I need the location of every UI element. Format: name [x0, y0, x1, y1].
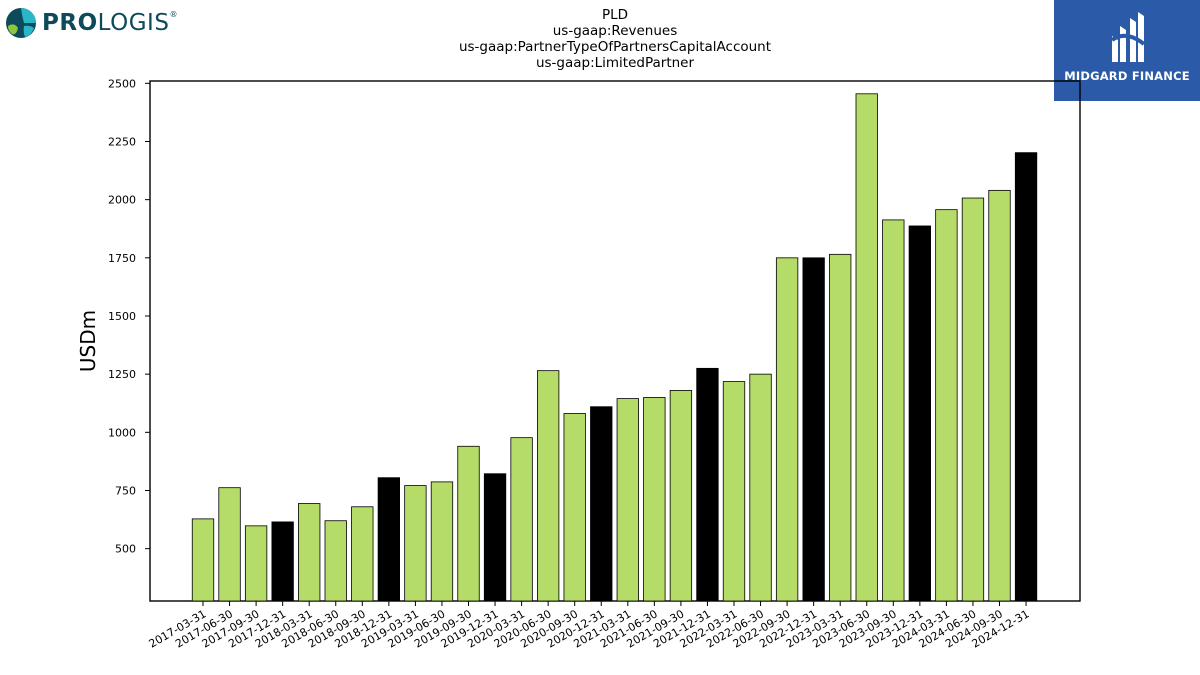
- y-axis-label: USDm: [76, 310, 100, 372]
- bar: [244, 525, 268, 602]
- midgard-finance-logo: MIDGARD FINANCE: [1054, 0, 1200, 101]
- bar: [404, 485, 427, 602]
- bar: [882, 219, 905, 602]
- prologis-wordmark: PROLOGIS®: [42, 10, 178, 36]
- bar: [430, 481, 454, 602]
- chart-title: PLD us-gaap:Revenues us-gaap:PartnerType…: [400, 7, 830, 71]
- bar: [483, 473, 507, 602]
- midgard-finance-text: MIDGARD FINANCE: [1064, 69, 1190, 83]
- y-tick-label: 750: [115, 484, 136, 497]
- y-tick-label: 1000: [108, 426, 136, 439]
- bar: [988, 189, 1011, 602]
- chart-title-line-1: PLD: [601, 7, 629, 23]
- bar: [855, 93, 878, 602]
- y-tick-label: 1750: [108, 252, 136, 265]
- bar: [616, 398, 639, 602]
- chart-title-line-3: us-gaap:PartnerTypeOfPartnersCapitalAcco…: [458, 39, 772, 55]
- bar: [643, 397, 666, 602]
- y-tick-label: 2250: [108, 135, 136, 148]
- bar: [908, 225, 931, 602]
- bar: [749, 373, 772, 602]
- bar: [537, 370, 560, 602]
- y-tick-label: 2500: [108, 77, 136, 90]
- plot-area-frame: [149, 80, 1081, 602]
- bar: [669, 390, 693, 602]
- bar: [298, 503, 321, 602]
- bar: [696, 367, 719, 602]
- y-tick-label: 1500: [108, 310, 136, 323]
- chart-title-line-4: us-gaap:LimitedPartner: [535, 55, 695, 71]
- bar: [829, 253, 852, 602]
- midgard-emblem-icon: [1110, 12, 1146, 62]
- bar: [1014, 152, 1038, 602]
- bar: [351, 506, 374, 602]
- chart-title-line-2: us-gaap:Revenues: [552, 23, 678, 39]
- y-tick-label: 2000: [108, 194, 136, 207]
- y-tick-label: 500: [115, 543, 136, 556]
- bar: [324, 520, 347, 602]
- prologis-globe-icon: [6, 8, 36, 38]
- prologis-logo: PROLOGIS®: [4, 4, 194, 42]
- bar: [191, 518, 215, 602]
- bar: [563, 413, 586, 602]
- bar: [271, 521, 294, 602]
- bar: [590, 406, 613, 602]
- bar: [802, 257, 825, 602]
- bar: [961, 197, 985, 602]
- bar: [775, 257, 799, 602]
- bar: [218, 487, 241, 602]
- bar: [510, 437, 533, 602]
- y-tick-label: 1250: [108, 368, 136, 381]
- bar: [935, 209, 958, 602]
- bar: [722, 381, 746, 602]
- bar: [377, 477, 401, 602]
- bar: [457, 445, 480, 602]
